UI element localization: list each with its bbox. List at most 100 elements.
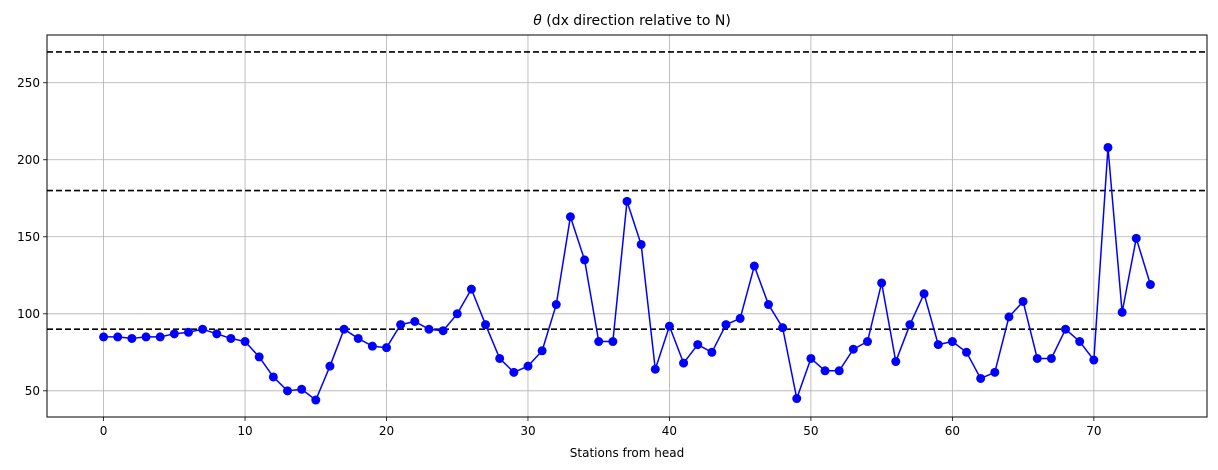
data-point (99, 332, 109, 342)
data-point (127, 333, 137, 343)
data-point (749, 261, 759, 271)
grid (47, 35, 1207, 417)
data-point (1131, 233, 1141, 243)
x-tick-label: 20 (379, 424, 394, 438)
data-point (792, 394, 802, 404)
data-point (565, 212, 575, 222)
data-point (438, 326, 448, 336)
data-point (169, 329, 179, 339)
data-point (650, 364, 660, 374)
data-point (353, 333, 363, 343)
data-point (325, 361, 335, 371)
data-point (877, 278, 887, 288)
data-point (848, 344, 858, 354)
x-tick-label: 10 (237, 424, 252, 438)
data-point (198, 324, 208, 334)
data-point (721, 320, 731, 330)
data-point (735, 313, 745, 323)
data-point (1061, 324, 1071, 334)
data-point (339, 324, 349, 334)
data-point (1046, 353, 1056, 363)
data-point (636, 239, 646, 249)
data-point (820, 366, 830, 376)
data-point (947, 337, 957, 347)
data-point (679, 358, 689, 368)
x-axis-label: Stations from head (570, 446, 684, 460)
x-tick-label: 70 (1086, 424, 1101, 438)
data-point (268, 372, 278, 382)
data-point (424, 324, 434, 334)
data-point (608, 337, 618, 347)
data-point (113, 332, 123, 342)
data-point (1018, 296, 1028, 306)
y-tick-label: 150 (17, 230, 40, 244)
data-point (452, 309, 462, 319)
data-point (311, 395, 321, 405)
data-point (622, 196, 632, 206)
data-point (763, 300, 773, 310)
data-point (990, 367, 1000, 377)
data-point (1089, 355, 1099, 365)
data-point (1032, 353, 1042, 363)
y-tick-label: 100 (17, 307, 40, 321)
data-point (155, 332, 165, 342)
data-point (806, 353, 816, 363)
data-point (410, 317, 420, 326)
title-symbol: θ (533, 13, 542, 29)
data-point (551, 300, 561, 310)
data-point (396, 320, 406, 330)
data-point (183, 327, 193, 337)
series-line (103, 146, 1152, 401)
data-point (382, 343, 392, 353)
data-point (933, 340, 943, 350)
data-point (509, 367, 519, 377)
x-tick-label: 40 (662, 424, 677, 438)
data-point (891, 357, 901, 367)
data-point (1117, 307, 1127, 317)
data-point (297, 384, 307, 394)
data-point (1004, 312, 1014, 322)
x-tick-label: 60 (945, 424, 960, 438)
data-point (537, 346, 547, 356)
title-text: (dx direction relative to N) (542, 13, 731, 29)
data-point (523, 361, 533, 371)
y-axis-ticks: 50 100 150 200 250 (17, 76, 47, 398)
data-point (226, 333, 236, 343)
data-point (862, 337, 872, 347)
data-point (707, 347, 717, 357)
data-point (254, 352, 264, 362)
data-point (141, 332, 151, 342)
x-tick-label: 0 (100, 424, 108, 438)
data-point (282, 386, 292, 396)
chart-title: θ (dx direction relative to N) (533, 13, 731, 29)
plot-frame (46, 34, 1208, 418)
data-point (693, 340, 703, 350)
data-point (1103, 142, 1113, 152)
data-point (212, 329, 222, 339)
data-point (834, 366, 844, 376)
data-point (594, 337, 604, 347)
data-point (1075, 337, 1085, 347)
data-point (580, 255, 590, 265)
x-axis-ticks: 0 10 20 30 40 50 60 70 (100, 417, 1101, 438)
data-point (962, 347, 972, 357)
data-point (240, 337, 250, 347)
reference-lines (47, 51, 1207, 331)
data-point (905, 320, 915, 330)
data-point (1145, 280, 1155, 290)
data-point (481, 320, 491, 330)
data-point (367, 341, 377, 351)
data-point (664, 321, 674, 331)
y-tick-label: 50 (25, 384, 40, 398)
y-tick-label: 250 (17, 76, 40, 90)
data-point (976, 373, 986, 383)
data-point (466, 284, 476, 294)
data-point (778, 323, 788, 333)
data-point (919, 289, 929, 299)
x-tick-label: 50 (803, 424, 818, 438)
data-series (99, 142, 1155, 405)
x-tick-label: 30 (520, 424, 535, 438)
y-tick-label: 200 (17, 153, 40, 167)
data-point (495, 353, 505, 363)
